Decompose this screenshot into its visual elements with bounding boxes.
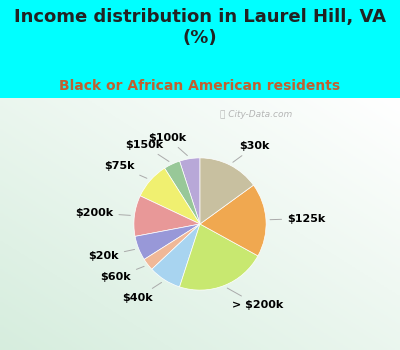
Text: $30k: $30k [233,141,270,162]
Text: $75k: $75k [104,161,147,178]
Text: $20k: $20k [88,250,134,261]
Text: $200k: $200k [75,208,130,218]
Wedge shape [140,168,200,224]
Text: Income distribution in Laurel Hill, VA
(%): Income distribution in Laurel Hill, VA (… [14,8,386,47]
Wedge shape [180,224,258,290]
Wedge shape [134,196,200,236]
Text: > $200k: > $200k [227,288,283,310]
Text: $125k: $125k [270,214,325,224]
Wedge shape [152,224,200,287]
Wedge shape [200,185,266,256]
Wedge shape [180,158,200,224]
Text: $150k: $150k [125,140,169,161]
Text: $60k: $60k [100,266,144,282]
Text: ⓘ City-Data.com: ⓘ City-Data.com [220,110,292,119]
Wedge shape [144,224,200,269]
Wedge shape [135,224,200,259]
Wedge shape [164,161,200,224]
Text: $40k: $40k [123,282,162,303]
Wedge shape [200,158,254,224]
Text: Black or African American residents: Black or African American residents [60,79,340,93]
Text: $100k: $100k [148,133,187,155]
